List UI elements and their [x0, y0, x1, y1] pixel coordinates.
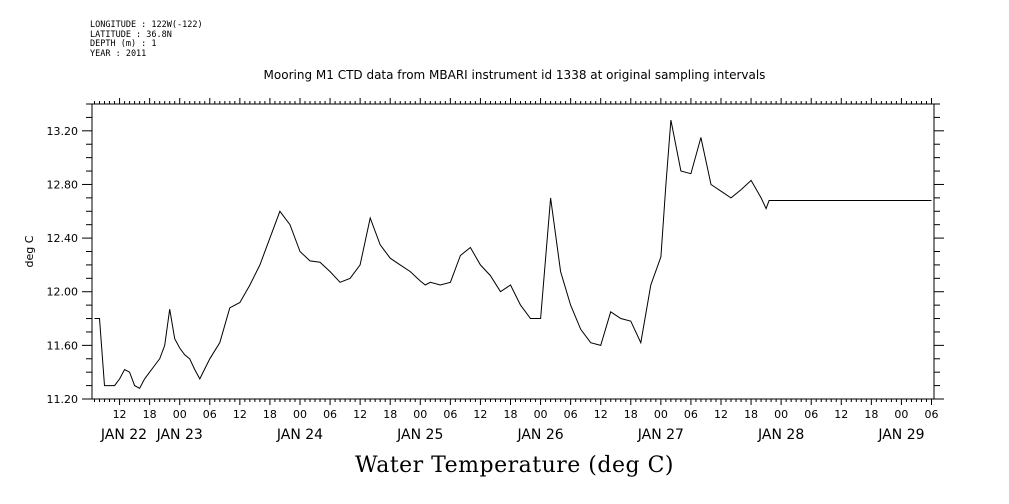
x-date-label: JAN 25 [396, 427, 443, 443]
x-hour-tick-label: 00 [413, 408, 427, 421]
longitude-label: LONGITUDE : 122W(-122) [90, 20, 203, 30]
temperature-series-line [94, 120, 932, 389]
chart-title: Mooring M1 CTD data from MBARI instrumen… [263, 68, 766, 82]
x-date-label: JAN 24 [276, 427, 323, 443]
x-hour-tick-label: 12 [714, 408, 728, 421]
x-hour-tick-label: 06 [924, 408, 938, 421]
metadata-block: LONGITUDE : 122W(-122) LATITUDE : 36.8N … [90, 20, 203, 59]
x-axis-title: Water Temperature (deg C) [355, 453, 674, 478]
x-hour-tick-label: 18 [143, 408, 157, 421]
x-hour-tick-label: 18 [624, 408, 638, 421]
x-hour-tick-label: 06 [203, 408, 217, 421]
y-tick-label: 11.20 [47, 393, 79, 406]
x-hour-tick-label: 12 [473, 408, 487, 421]
x-hour-tick-label: 06 [804, 408, 818, 421]
x-hour-tick-label: 18 [383, 408, 397, 421]
y-tick-label: 11.60 [47, 339, 79, 352]
depth-label: DEPTH (m) : 1 [90, 39, 157, 49]
y-axis-label: deg C [23, 235, 36, 267]
x-hour-tick-label: 06 [684, 408, 698, 421]
x-hour-tick-label: 18 [744, 408, 758, 421]
x-hour-tick-label: 12 [113, 408, 127, 421]
x-hour-tick-label: 00 [774, 408, 788, 421]
x-date-label: JAN 28 [757, 427, 804, 443]
x-hour-tick-label: 06 [323, 408, 337, 421]
plot-frame [91, 103, 935, 400]
x-date-label: JAN 26 [516, 427, 563, 443]
x-hour-tick-label: 00 [173, 408, 187, 421]
x-date-label: JAN 29 [877, 427, 924, 443]
y-tick-label: 13.20 [47, 125, 79, 138]
x-date-label: JAN 23 [156, 427, 203, 443]
x-hour-tick-label: 18 [503, 408, 517, 421]
x-hour-tick-label: 00 [293, 408, 307, 421]
x-hour-tick-label: 00 [654, 408, 668, 421]
x-hour-tick-label: 06 [564, 408, 578, 421]
y-tick-label: 12.40 [47, 232, 79, 245]
y-tick-label: 12.80 [47, 178, 79, 191]
y-tick-label: 12.00 [47, 286, 79, 299]
x-date-label: JAN 27 [637, 427, 684, 443]
x-hour-tick-label: 00 [534, 408, 548, 421]
x-date-label: JAN 22 [100, 427, 147, 443]
x-hour-tick-label: 06 [443, 408, 457, 421]
x-hour-tick-label: 18 [864, 408, 878, 421]
x-hour-tick-label: 00 [894, 408, 908, 421]
latitude-label: LATITUDE : 36.8N [90, 29, 172, 40]
year-label: YEAR : 2011 [90, 48, 147, 59]
x-hour-tick-label: 12 [233, 408, 247, 421]
x-hour-tick-label: 12 [834, 408, 848, 421]
x-hour-tick-label: 12 [594, 408, 608, 421]
x-hour-tick-label: 18 [263, 408, 277, 421]
x-hour-tick-label: 12 [353, 408, 367, 421]
